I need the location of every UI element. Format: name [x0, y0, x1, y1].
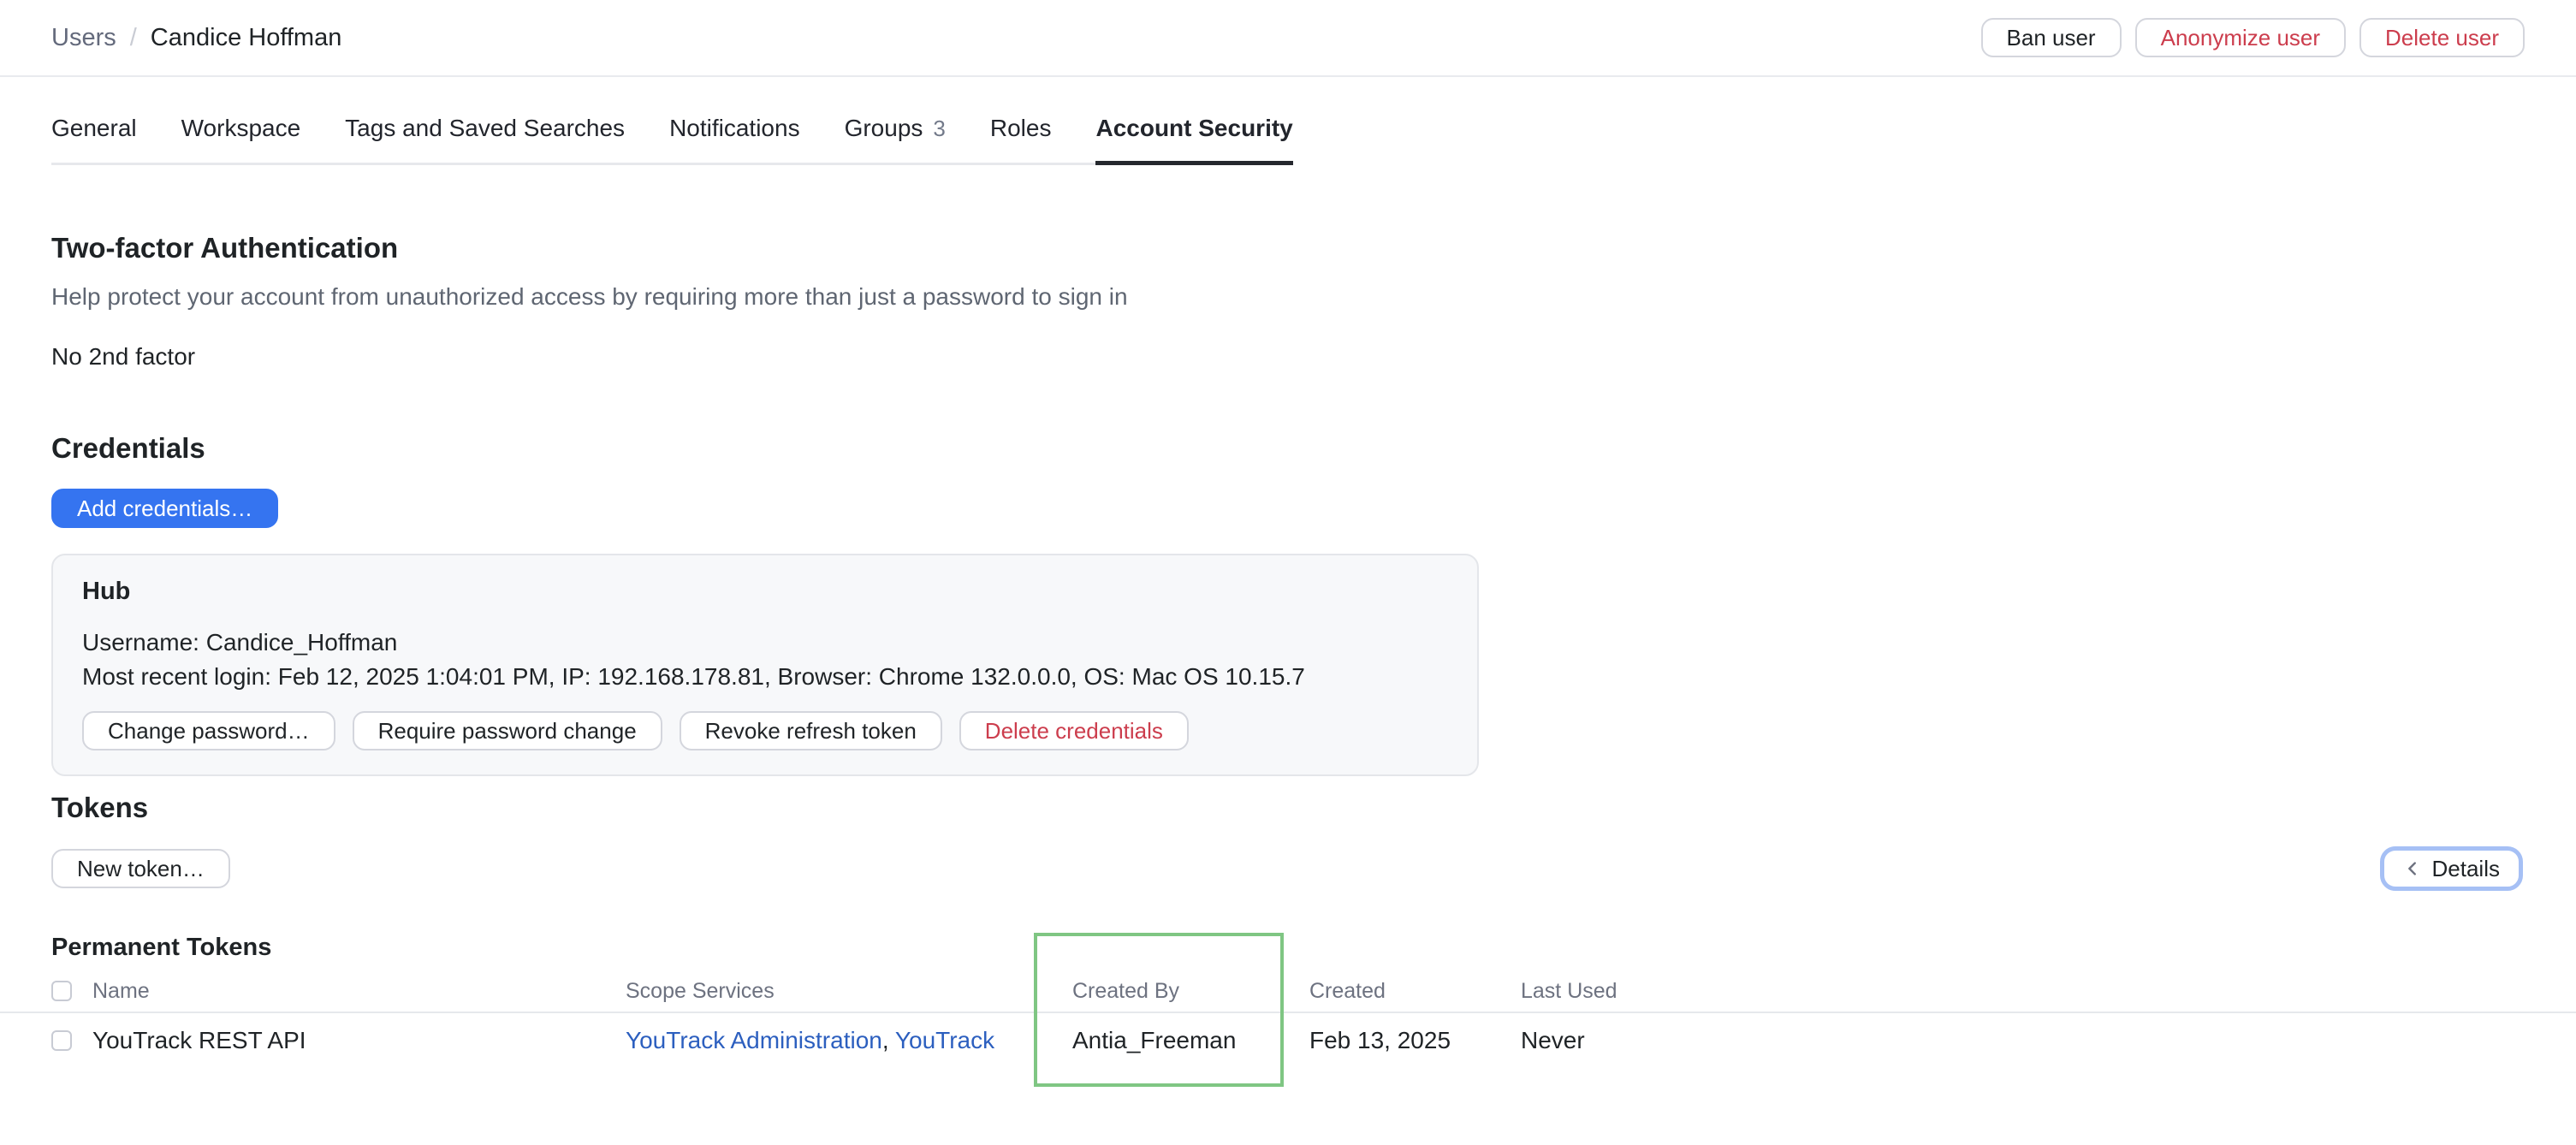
hub-card-title: Hub: [82, 578, 131, 605]
tokens-actions-row: New token… Details: [51, 846, 2523, 891]
two-factor-title: Two-factor Authentication: [51, 232, 399, 264]
revoke-refresh-token-button[interactable]: Revoke refresh token: [679, 711, 942, 750]
hub-card-actions: Change password… Require password change…: [82, 711, 1448, 750]
details-button[interactable]: Details: [2379, 846, 2523, 891]
page-header: Users / Candice Hoffman Ban user Anonymi…: [0, 0, 2576, 77]
delete-credentials-button[interactable]: Delete credentials: [959, 711, 1189, 750]
tab-tags-saved-searches[interactable]: Tags and Saved Searches: [345, 115, 625, 163]
require-password-change-button[interactable]: Require password change: [352, 711, 662, 750]
two-factor-description: Help protect your account from unauthori…: [51, 283, 1128, 310]
user-actions: Ban user Anonymize user Delete user: [1980, 18, 2525, 57]
hub-credentials-card: Hub Username: Candice_Hoffman Most recen…: [51, 554, 1479, 776]
new-token-button[interactable]: New token…: [51, 849, 230, 888]
column-header-created: Created: [1309, 978, 1386, 1003]
token-last-used: Never: [1521, 1027, 1585, 1053]
column-header-scope-services: Scope Services: [626, 978, 775, 1003]
scope-service-link-youtrack[interactable]: YouTrack: [894, 1027, 995, 1053]
hub-recent-login-line: Most recent login: Feb 12, 2025 1:04:01 …: [82, 663, 1305, 690]
tab-general[interactable]: General: [51, 115, 137, 163]
tab-account-security-label: Account Security: [1095, 115, 1293, 141]
breadcrumb-separator: /: [129, 23, 137, 51]
tab-groups[interactable]: Groups 3: [845, 115, 946, 163]
column-header-created-by: Created By: [1072, 978, 1180, 1003]
breadcrumb: Users / Candice Hoffman: [51, 24, 341, 52]
token-scope-services: YouTrack Administration, YouTrack: [626, 1027, 1072, 1054]
breadcrumb-users-link[interactable]: Users: [51, 23, 116, 51]
token-row: YouTrack REST API YouTrack Administratio…: [0, 1013, 2576, 1068]
tab-roles[interactable]: Roles: [990, 115, 1052, 163]
hub-username-line: Username: Candice_Hoffman: [82, 629, 398, 656]
column-header-last-used: Last Used: [1521, 978, 1617, 1003]
tab-groups-label: Groups: [844, 115, 923, 141]
row-checkbox[interactable]: [51, 1030, 72, 1051]
permanent-tokens-title: Permanent Tokens: [51, 934, 272, 961]
scope-separator: ,: [881, 1027, 895, 1053]
details-button-label: Details: [2431, 855, 2500, 881]
tab-workspace[interactable]: Workspace: [181, 115, 301, 163]
credentials-title: Credentials: [51, 432, 205, 464]
delete-user-button[interactable]: Delete user: [2359, 18, 2525, 57]
page-title: Candice Hoffman: [150, 23, 342, 51]
ban-user-button[interactable]: Ban user: [1980, 18, 2122, 57]
tab-notifications[interactable]: Notifications: [669, 115, 800, 163]
anonymize-user-button[interactable]: Anonymize user: [2134, 18, 2347, 57]
chevron-left-icon: [2407, 862, 2416, 875]
scope-service-link-admin[interactable]: YouTrack Administration: [626, 1027, 882, 1053]
table-header-row: Name Scope Services Created By Created L…: [0, 970, 2576, 1012]
table-header-divider: [0, 1012, 2576, 1013]
change-password-button[interactable]: Change password…: [82, 711, 335, 750]
select-all-checkbox[interactable]: [51, 981, 72, 1001]
permanent-tokens-table: Name Scope Services Created By Created L…: [0, 970, 2576, 1068]
tab-roles-label: Roles: [989, 115, 1052, 141]
token-created: Feb 13, 2025: [1309, 1027, 1451, 1053]
token-name: YouTrack REST API: [92, 1027, 306, 1053]
two-factor-status: No 2nd factor: [51, 343, 196, 370]
tab-general-label: General: [51, 115, 137, 141]
tab-tags-label: Tags and Saved Searches: [345, 115, 626, 141]
user-tabs: General Workspace Tags and Saved Searche…: [51, 115, 1294, 165]
column-header-name: Name: [92, 978, 150, 1003]
token-created-by: Antia_Freeman: [1072, 1027, 1237, 1053]
tab-notifications-label: Notifications: [669, 115, 800, 141]
groups-count-badge: 3: [933, 116, 946, 141]
tab-account-security[interactable]: Account Security: [1095, 115, 1294, 165]
tokens-title: Tokens: [51, 792, 149, 823]
tab-workspace-label: Workspace: [181, 115, 301, 141]
add-credentials-button[interactable]: Add credentials…: [51, 489, 279, 528]
